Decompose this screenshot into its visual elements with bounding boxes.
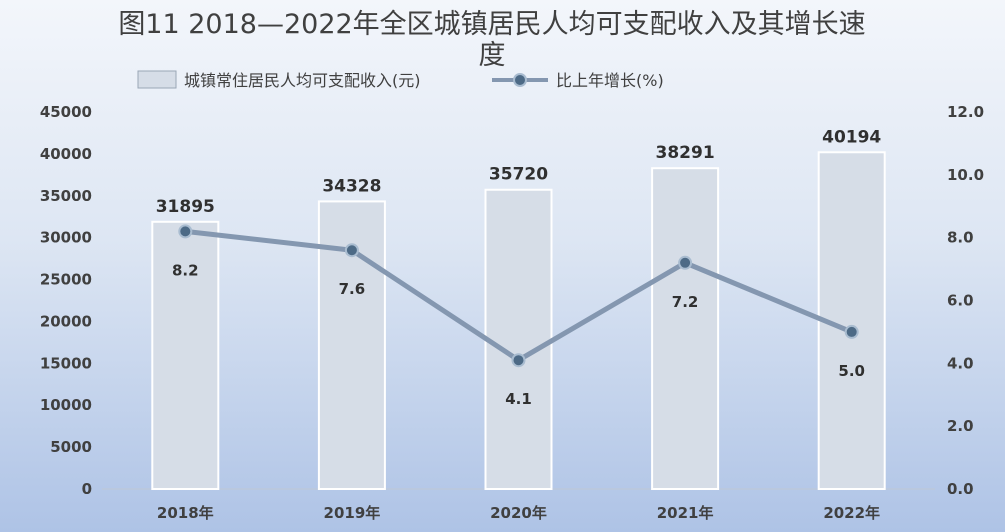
right-tick-label: 4.0 [947,354,974,372]
growth-point [511,353,526,368]
growth-point [178,224,193,239]
right-tick-label: 2.0 [947,417,974,435]
legend-bar-swatch [137,70,177,89]
bar [484,188,553,490]
left-tick-label: 20000 [40,312,92,330]
category-labels: 2018年 2019年 2020年 2021年 2022年 [157,504,880,522]
category-label: 2020年 [490,504,547,522]
bar-value-label: 35720 [489,165,548,185]
category-label: 2021年 [657,504,714,522]
category-label: 2018年 [157,504,214,522]
left-tick-label: 40000 [40,145,92,163]
left-tick-label: 15000 [40,354,92,372]
growth-value-label: 7.2 [672,293,699,311]
right-tick-label: 6.0 [947,292,974,310]
left-tick-label: 45000 [40,103,92,121]
bar-value-label: 38291 [656,143,715,163]
growth-value-labels: 8.2 7.6 4.1 7.2 5.0 [172,261,865,408]
growth-line-series [178,224,859,368]
legend-line-marker [513,73,527,87]
right-axis-ticks: 0.0 2.0 4.0 6.0 8.0 10.0 12.0 [947,103,984,498]
right-tick-label: 12.0 [947,103,984,121]
category-label: 2022年 [823,504,880,522]
left-tick-label: 10000 [40,396,92,414]
growth-value-label: 5.0 [838,362,865,380]
chart-title-line1: 图11 2018—2022年全区城镇居民人均可支配收入及其增长速 [118,9,865,40]
chart-title-line2: 度 [479,40,506,71]
growth-value-label: 7.6 [339,280,366,298]
right-tick-label: 8.0 [947,229,974,247]
bar-value-label: 34328 [322,176,381,196]
growth-value-label: 4.1 [505,390,532,408]
left-tick-label: 35000 [40,187,92,205]
legend-bar-label: 城镇常住居民人均可支配收入(元) [184,71,421,90]
right-tick-label: 10.0 [947,166,984,184]
left-axis-ticks: 0 5000 10000 15000 20000 25000 30000 35000 40000… [40,103,92,498]
growth-point [344,243,359,258]
right-tick-label: 0.0 [947,480,974,498]
growth-value-label: 8.2 [172,261,199,279]
bar [151,220,220,490]
left-tick-label: 5000 [50,438,92,456]
legend-line-label: 比上年增长(%) [556,71,664,90]
bar [651,167,720,490]
left-tick-label: 30000 [40,229,92,247]
growth-point [678,255,693,270]
category-label: 2019年 [324,504,381,522]
legend: 城镇常住居民人均可支配收入(元) 比上年增长(%) [137,70,664,90]
left-tick-label: 25000 [40,271,92,289]
bar-series [151,151,886,490]
left-tick-label: 0 [82,480,92,498]
bar-value-label: 40194 [822,127,881,147]
bar-value-label: 31895 [156,197,215,217]
bar-value-labels: 31895 34328 35720 38291 40194 [156,127,882,217]
growth-point [844,324,859,339]
